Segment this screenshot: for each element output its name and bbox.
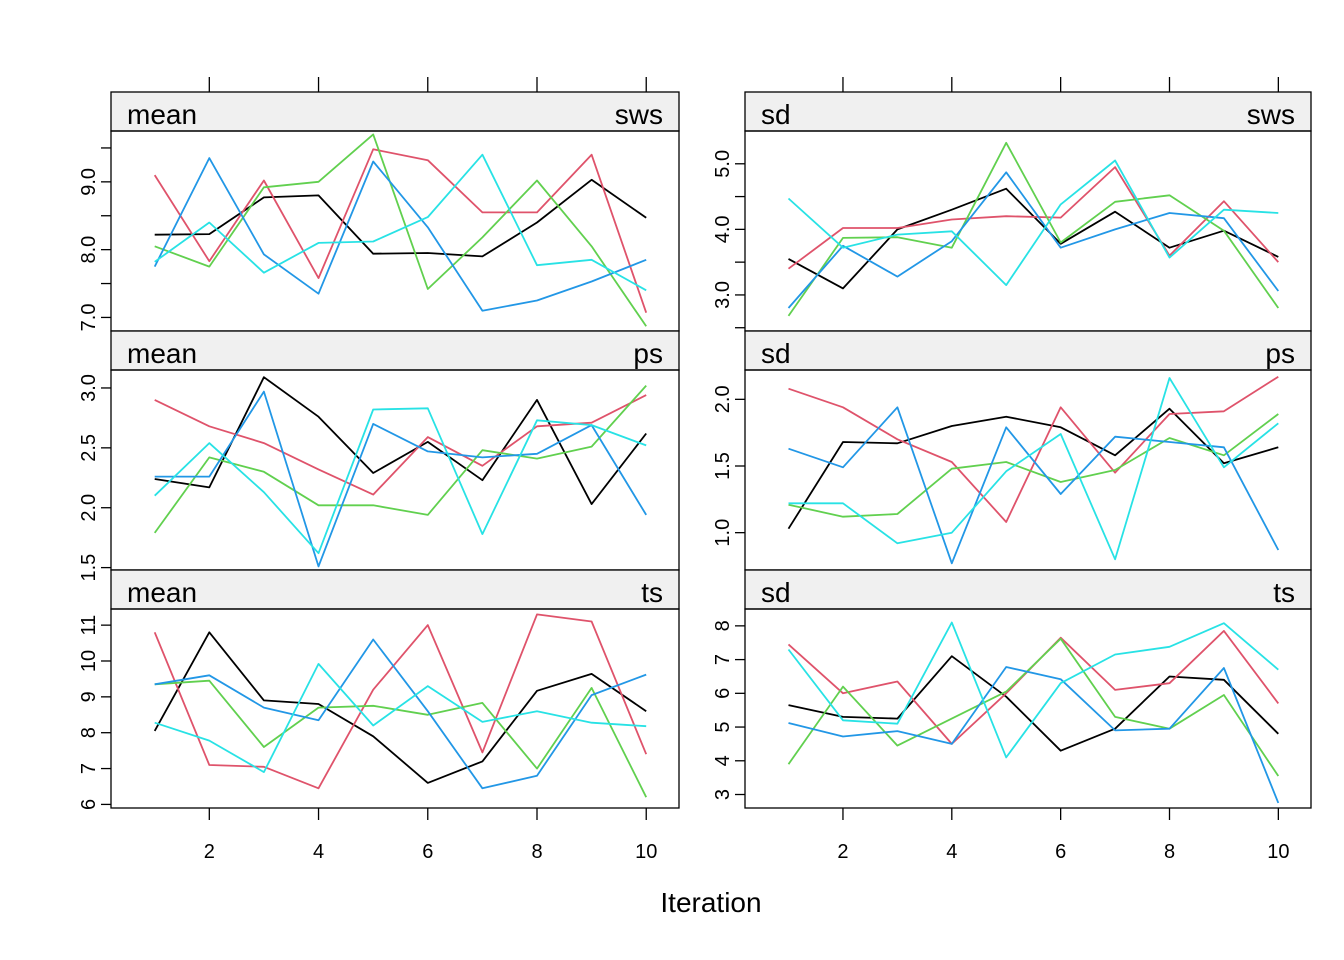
panel-sd-ts-y-tick-label: 3 [712, 789, 734, 800]
panel-sd-sws-series-5-line [787, 159, 1279, 287]
panel-sd-ps-series-4-line [788, 406, 1280, 565]
panel-sd-ts-x-tick-label: 10 [1267, 841, 1289, 863]
panel-mean-ps-series-2-line [154, 394, 647, 496]
panel-mean-ts-x-tick-label: 10 [635, 841, 657, 863]
panel-mean-ts-strip-var: ts [641, 577, 663, 608]
panel-mean-sws: mean sws 7.0 8.0 9.0 [78, 77, 680, 332]
panel-sd-sws-series-4-line [787, 171, 1280, 309]
panel-mean-ts-series-4-line [154, 638, 647, 790]
panel-sd-sws-y-tick-label: 3.0 [712, 281, 734, 309]
panel-sd-ts-x-tick-label: 8 [1164, 841, 1175, 863]
panel-sd-sws-strip [744, 91, 1312, 132]
panel-mean-sws-y-tick-label: 9.0 [78, 168, 100, 196]
panel-mean-ts-y-tick-label: 11 [78, 615, 100, 636]
panel-mean-sws-strip-var: sws [615, 99, 663, 130]
panel-mean-sws-y-tick-label: 8.0 [78, 236, 100, 264]
panel-mean-ps-series-1-line [154, 376, 647, 506]
panel-mean-ts-x-tick-label: 6 [422, 841, 433, 863]
panel-mean-ts-y-tick-label: 10 [78, 650, 100, 672]
panel-mean-ps-frame [110, 369, 680, 571]
panel-mean-ps-y-tick-label: 2.5 [78, 434, 100, 462]
panel-mean-sws-series-4-line [153, 157, 647, 312]
panel-mean-sws-series-3-line [154, 133, 647, 327]
panel-sd-ts-x-tick-label: 6 [1055, 841, 1066, 863]
panel-sd-ps-strip [744, 330, 1312, 371]
panel-mean-ts-frame [110, 608, 680, 809]
panel-mean-ts-series-2-line [153, 613, 648, 790]
panel-sd-ps-series-5-line [788, 377, 1279, 561]
panel-mean-ps-series-3-line [153, 384, 647, 534]
panel-mean-ts-y-tick-label: 7 [78, 763, 100, 774]
panel-mean-ps-y-tick-label: 3.0 [78, 374, 100, 402]
panel-sd-ts-frame [744, 608, 1312, 809]
panel-sd-ts-x-tick-label: 2 [837, 841, 848, 863]
panel-mean-ts: mean ts 6 7 8 9 10 11 2 4 6 8 10 [78, 569, 680, 863]
panel-sd-ts-y-tick-label: 5 [712, 721, 734, 732]
panel-mean-sws-series-1-line [154, 178, 647, 258]
panel-sd-ps-y-tick-label: 1.5 [712, 452, 734, 480]
panel-sd-ts-y-tick-label: 8 [712, 620, 734, 631]
panel-mean-ps-strip-var: ps [633, 338, 663, 369]
panel-mean-ps: mean ps 1.5 2.0 2.5 3.0 [78, 330, 680, 582]
panel-mean-sws-series-2-line [153, 148, 648, 313]
panel-sd-ts-series-4-line [788, 666, 1280, 804]
panel-sd-ts-strip-stat: sd [761, 577, 791, 608]
panel-mean-sws-y-tick-label: 7.0 [78, 304, 100, 332]
panel-sd-sws-strip-stat: sd [761, 99, 791, 130]
panel-sd-ts-series-5-line [787, 621, 1279, 759]
panel-mean-ps-y-tick-label: 1.5 [78, 554, 100, 582]
panel-sd-ts-x-tick-label: 4 [946, 841, 957, 863]
panel-sd-ts-series-1-line [788, 655, 1279, 752]
panel-sd-ps: sd ps 1.0 1.5 2.0 [712, 330, 1312, 571]
panel-sd-ps-strip-var: ps [1265, 338, 1295, 369]
panel-mean-ts-strip [110, 569, 680, 610]
panel-sd-ps-y-tick-label: 1.0 [712, 519, 734, 547]
panel-sd-ps-strip-stat: sd [761, 338, 791, 369]
panel-sd-ts-y-tick-label: 4 [712, 755, 734, 766]
panel-mean-sws-series-5-line [154, 153, 647, 292]
panel-sd-ts-y-tick-label: 6 [712, 688, 734, 699]
panel-sd-ts-y-tick-label: 7 [712, 654, 734, 665]
panel-sd-sws-y-tick-label: 5.0 [712, 150, 734, 178]
panel-mean-ps-strip-stat: mean [127, 338, 197, 369]
panel-mean-ts-series-5-line [154, 663, 647, 773]
panel-sd-ps-y-tick-label: 2.0 [712, 385, 734, 413]
panel-mean-ts-x-tick-label: 4 [313, 841, 324, 863]
panel-mean-sws-strip [110, 91, 680, 132]
panel-mean-ts-x-tick-label: 2 [204, 841, 215, 863]
panel-sd-ps-series-2-line [788, 375, 1279, 523]
panel-sd-ps-series-1-line [787, 407, 1279, 530]
panel-sd-sws-series-3-line [787, 141, 1280, 317]
x-axis-title: Iteration [660, 887, 761, 918]
panel-mean-ts-series-3-line [154, 679, 648, 798]
panel-sd-ts-series-2-line [787, 630, 1280, 745]
panel-mean-ps-strip [110, 330, 680, 371]
panel-sd-ts: sd ts 3 4 5 6 7 8 2 4 6 8 10 [712, 569, 1312, 863]
panel-sd-ts-strip-var: ts [1273, 577, 1295, 608]
panel-sd-ts-strip [744, 569, 1312, 610]
panel-mean-ts-y-tick-label: 6 [78, 799, 100, 810]
panel-sd-sws: sd sws 3.0 4.0 5.0 [712, 77, 1312, 332]
panel-mean-ts-x-tick-label: 8 [531, 841, 542, 863]
panel-sd-ps-series-3-line [788, 413, 1279, 518]
panel-sd-sws-series-2-line [787, 166, 1279, 270]
panel-mean-ts-series-1-line [153, 631, 647, 784]
panel-sd-sws-y-tick-label: 4.0 [712, 215, 734, 243]
panel-mean-ps-series-4-line [154, 390, 647, 568]
panel-mean-sws-strip-stat: mean [127, 99, 197, 130]
panel-sd-sws-strip-var: sws [1247, 99, 1295, 130]
panel-mean-ts-y-tick-label: 9 [78, 691, 100, 702]
panel-sd-ts-series-3-line [787, 637, 1280, 777]
panel-mean-ts-y-tick-label: 8 [78, 727, 100, 738]
panel-mean-ps-y-tick-label: 2.0 [78, 494, 100, 522]
panel-mean-ps-series-5-line [154, 407, 647, 555]
panel-mean-ts-strip-stat: mean [127, 577, 197, 608]
